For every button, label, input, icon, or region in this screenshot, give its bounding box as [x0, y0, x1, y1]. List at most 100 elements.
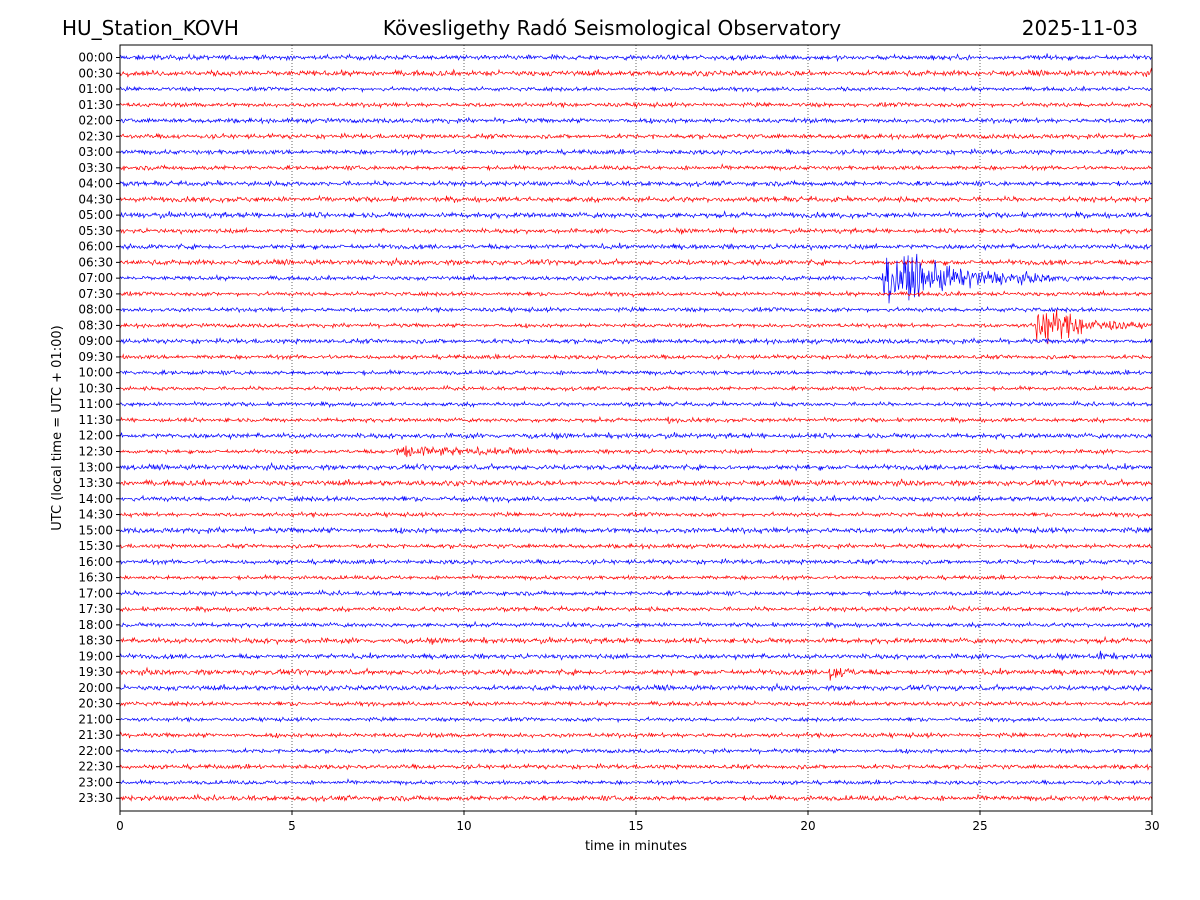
trace-line: [119, 778, 1153, 787]
y-tick-label: 01:30: [78, 98, 113, 112]
trace-line: [119, 461, 1153, 472]
trace-line: [119, 716, 1153, 724]
y-tick-label: 21:00: [78, 712, 113, 726]
y-tick-label: 04:00: [78, 177, 113, 191]
trace-line: [119, 682, 1153, 693]
y-tick-label: 12:30: [78, 445, 113, 459]
y-tick-label: 08:00: [78, 303, 113, 317]
x-axis-label: time in minutes: [585, 839, 687, 854]
y-tick-label: 11:30: [78, 413, 113, 427]
x-tick-label: 5: [288, 819, 296, 833]
y-tick-label: 09:00: [78, 334, 113, 348]
y-tick-label: 22:30: [78, 760, 113, 774]
y-tick-label: 14:00: [78, 492, 113, 506]
trace-line: [119, 478, 1153, 488]
trace-line: [119, 242, 1153, 252]
y-tick-label: 03:30: [78, 161, 113, 175]
trace-line: [119, 353, 1153, 361]
trace-line: [119, 132, 1153, 141]
y-tick-label: 22:00: [78, 744, 113, 758]
trace-line: [119, 510, 1153, 519]
y-axis-label: UTC (local time = UTC + 01:00): [50, 325, 65, 530]
trace-line: [119, 542, 1153, 551]
y-tick-label: 17:30: [78, 602, 113, 616]
trace-line: [119, 650, 1153, 661]
y-tick-label: 14:30: [78, 508, 113, 522]
trace-line: [119, 445, 1153, 458]
y-tick-label: 16:30: [78, 571, 113, 585]
y-tick-label: 01:00: [78, 82, 113, 96]
trace-line: [119, 635, 1153, 646]
trace-line: [119, 731, 1153, 740]
x-tick-label: 10: [456, 819, 471, 833]
trace-line: [119, 762, 1153, 771]
y-tick-label: 15:30: [78, 539, 113, 553]
trace-line: [119, 588, 1153, 598]
trace-line: [119, 416, 1153, 425]
trace-line: [119, 620, 1153, 629]
y-tick-label: 08:30: [78, 318, 113, 332]
x-tick-label: 25: [972, 819, 987, 833]
y-tick-label: 13:30: [78, 476, 113, 490]
trace-line: [119, 226, 1153, 235]
y-tick-label: 15:00: [78, 523, 113, 537]
y-tick-label: 19:30: [78, 665, 113, 679]
trace-line: [119, 305, 1153, 314]
x-tick-label: 30: [1144, 819, 1159, 833]
y-tick-label: 19:00: [78, 649, 113, 663]
trace-line: [119, 210, 1153, 220]
grid-lines: [291, 45, 981, 811]
trace-line: [119, 573, 1153, 582]
trace-line: [119, 253, 1153, 304]
y-tick-label: 17:00: [78, 586, 113, 600]
y-tick-label: 03:00: [78, 145, 113, 159]
x-axis-ticks: 0 5 10 15 20 25 30: [116, 811, 1160, 833]
y-tick-label: 20:30: [78, 697, 113, 711]
y-tick-label: 05:30: [78, 224, 113, 238]
trace-line: [119, 289, 1153, 298]
y-tick-label: 07:00: [78, 271, 113, 285]
trace-line: [119, 494, 1153, 504]
y-tick-label: 18:00: [78, 618, 113, 632]
trace-line: [119, 194, 1153, 204]
trace-line: [119, 699, 1153, 708]
y-tick-label: 06:00: [78, 240, 113, 254]
y-tick-label: 06:30: [78, 255, 113, 269]
y-tick-label: 23:00: [78, 775, 113, 789]
trace-line: [119, 53, 1153, 63]
seismic-traces: [119, 53, 1153, 803]
trace-line: [119, 147, 1153, 156]
y-tick-label: 20:00: [78, 681, 113, 695]
trace-line: [119, 604, 1153, 614]
y-tick-label: 00:30: [78, 66, 113, 80]
trace-line: [119, 256, 1153, 267]
trace-line: [119, 525, 1153, 535]
y-tick-label: 00:00: [78, 51, 113, 65]
x-tick-label: 15: [628, 819, 643, 833]
trace-line: [119, 309, 1153, 345]
y-tick-label: 23:30: [78, 791, 113, 805]
y-tick-label: 13:00: [78, 460, 113, 474]
y-tick-label: 09:30: [78, 350, 113, 364]
trace-line: [119, 101, 1153, 109]
y-tick-label: 11:00: [78, 397, 113, 411]
y-tick-label: 10:30: [78, 381, 113, 395]
date-label: 2025-11-03: [1022, 16, 1138, 40]
y-tick-label: 21:30: [78, 728, 113, 742]
y-tick-label: 07:30: [78, 287, 113, 301]
y-tick-label: 04:30: [78, 192, 113, 206]
y-tick-label: 16:00: [78, 555, 113, 569]
y-tick-label: 18:30: [78, 634, 113, 648]
trace-line: [119, 116, 1153, 125]
trace-line: [119, 399, 1153, 409]
y-tick-label: 12:00: [78, 429, 113, 443]
chart-title: Kövesligethy Radó Seismological Observat…: [383, 16, 841, 40]
trace-line: [119, 384, 1153, 392]
y-tick-label: 05:00: [78, 208, 113, 222]
station-label: HU_Station_KOVH: [62, 16, 239, 40]
trace-line: [119, 85, 1153, 93]
trace-line: [119, 793, 1153, 803]
